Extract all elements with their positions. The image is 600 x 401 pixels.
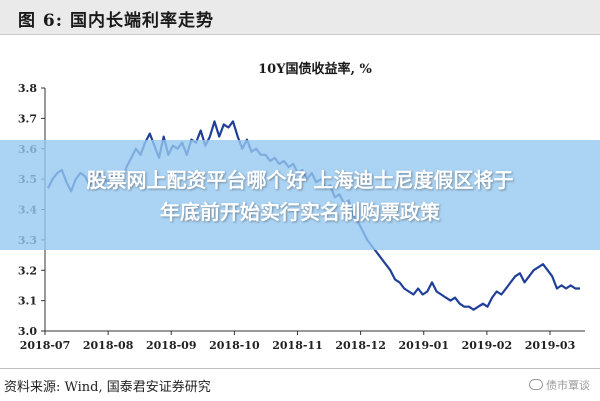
x-tick-label: 2018-08 — [83, 339, 134, 352]
source-bar: 资料来源: Wind, 国泰君安证券研究 债市覃谈 — [0, 368, 600, 401]
x-tick-label: 2018-11 — [272, 339, 323, 352]
y-tick-label: 3.2 — [18, 264, 37, 277]
x-tick-label: 2019-03 — [525, 339, 576, 352]
y-tick-label: 3.8 — [18, 82, 37, 95]
source-note: 资料来源: Wind, 国泰君安证券研究 — [4, 380, 211, 395]
headline-line-1[interactable]: 股票网上配资平台哪个好 上海迪士尼度假区将于 — [86, 168, 514, 192]
wechat-icon — [529, 379, 543, 390]
figure-title: 图 6: 国内长端利率走势 — [18, 11, 214, 31]
x-tick-label: 2018-07 — [20, 339, 71, 352]
y-tick-label: 3.0 — [18, 325, 37, 338]
y-tick-label: 3.1 — [18, 295, 37, 308]
x-tick-label: 2019-02 — [462, 339, 513, 352]
x-tick-label: 2018-10 — [209, 339, 260, 352]
y-tick-label: 3.7 — [18, 112, 37, 125]
x-tick-label: 2018-12 — [335, 339, 386, 352]
figure-header: 图 6: 国内长端利率走势 — [0, 0, 600, 35]
headline-banner[interactable]: 股票网上配资平台哪个好 上海迪士尼度假区将于 年底前开始实行实名制购票政策 — [0, 140, 600, 250]
x-tick-label: 2018-09 — [146, 339, 197, 352]
headline-line-2[interactable]: 年底前开始实行实名制购票政策 — [160, 200, 440, 224]
x-tick-label: 2019-01 — [399, 339, 450, 352]
watermark: 债市覃谈 — [529, 377, 590, 393]
watermark-text: 债市覃谈 — [546, 379, 590, 392]
chart-title: 10Y国债收益率, % — [258, 61, 372, 77]
headline-text[interactable]: 股票网上配资平台哪个好 上海迪士尼度假区将于 年底前开始实行实名制购票政策 — [0, 164, 600, 228]
